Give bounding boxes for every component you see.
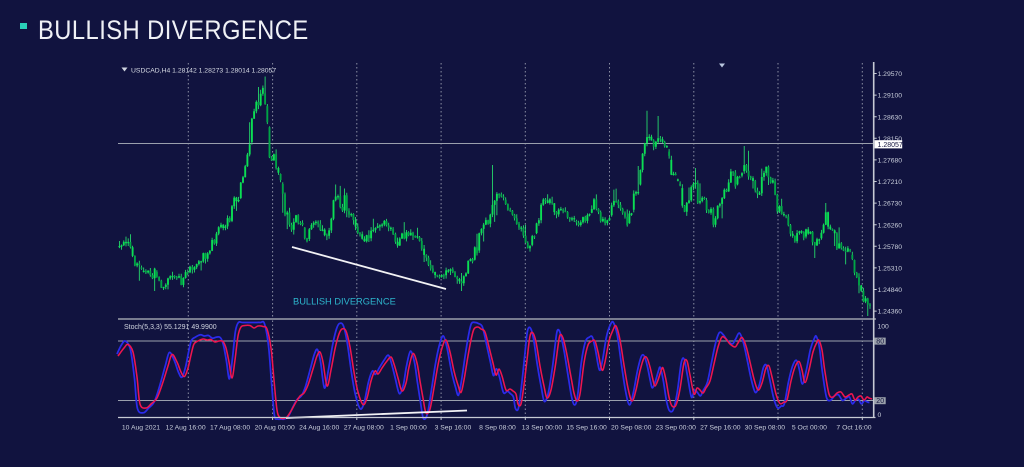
svg-text:USDCAD,H4 1.28142 1.28273 1.2: USDCAD,H4 1.28142 1.28273 1.28014 1.2805… xyxy=(131,67,276,74)
svg-text:20 Aug 00:00: 20 Aug 00:00 xyxy=(255,425,295,432)
svg-text:1.27210: 1.27210 xyxy=(878,179,903,186)
svg-text:1.25780: 1.25780 xyxy=(878,244,903,251)
svg-text:1.26730: 1.26730 xyxy=(878,201,903,208)
svg-text:8 Sep 08:00: 8 Sep 08:00 xyxy=(479,425,516,432)
svg-text:1.28150: 1.28150 xyxy=(878,136,903,143)
svg-text:24 Aug 16:00: 24 Aug 16:00 xyxy=(299,425,339,432)
svg-text:1.29570: 1.29570 xyxy=(878,71,903,78)
svg-text:10 Aug 2021: 10 Aug 2021 xyxy=(122,425,160,432)
svg-text:1.26260: 1.26260 xyxy=(878,222,903,229)
svg-text:12 Aug 16:00: 12 Aug 16:00 xyxy=(166,425,206,432)
svg-text:27 Sep 16:00: 27 Sep 16:00 xyxy=(700,425,741,432)
svg-text:23 Sep 00:00: 23 Sep 00:00 xyxy=(655,425,696,432)
svg-text:30 Sep 08:00: 30 Sep 08:00 xyxy=(745,425,786,432)
svg-text:1 Sep 00:00: 1 Sep 00:00 xyxy=(390,425,427,432)
svg-text:7 Oct 16:00: 7 Oct 16:00 xyxy=(836,425,871,432)
svg-text:1.28057: 1.28057 xyxy=(878,142,903,149)
svg-text:BULLISH DIVERGENCE: BULLISH DIVERGENCE xyxy=(293,297,396,307)
svg-text:1.28630: 1.28630 xyxy=(878,114,903,121)
svg-text:5 Oct 00:00: 5 Oct 00:00 xyxy=(792,425,827,432)
svg-text:3 Sep 16:00: 3 Sep 16:00 xyxy=(435,425,472,432)
svg-text:1.27680: 1.27680 xyxy=(878,158,903,165)
svg-text:80: 80 xyxy=(876,338,884,345)
svg-text:17 Aug 08:00: 17 Aug 08:00 xyxy=(210,425,250,432)
svg-text:0: 0 xyxy=(878,412,882,419)
svg-text:100: 100 xyxy=(878,323,890,330)
svg-text:Stoch(5,3,3) 55.1291 49.9900: Stoch(5,3,3) 55.1291 49.9900 xyxy=(124,324,217,331)
svg-text:15 Sep 16:00: 15 Sep 16:00 xyxy=(566,425,607,432)
svg-text:1.29100: 1.29100 xyxy=(878,93,903,100)
svg-text:13 Sep 00:00: 13 Sep 00:00 xyxy=(522,425,563,432)
svg-text:20: 20 xyxy=(876,398,884,405)
svg-text:1.25310: 1.25310 xyxy=(878,266,903,273)
svg-text:1.24840: 1.24840 xyxy=(878,287,903,294)
svg-text:27 Aug 08:00: 27 Aug 08:00 xyxy=(344,425,384,432)
svg-text:1.24360: 1.24360 xyxy=(878,309,903,316)
svg-text:20 Sep 08:00: 20 Sep 08:00 xyxy=(611,425,652,432)
